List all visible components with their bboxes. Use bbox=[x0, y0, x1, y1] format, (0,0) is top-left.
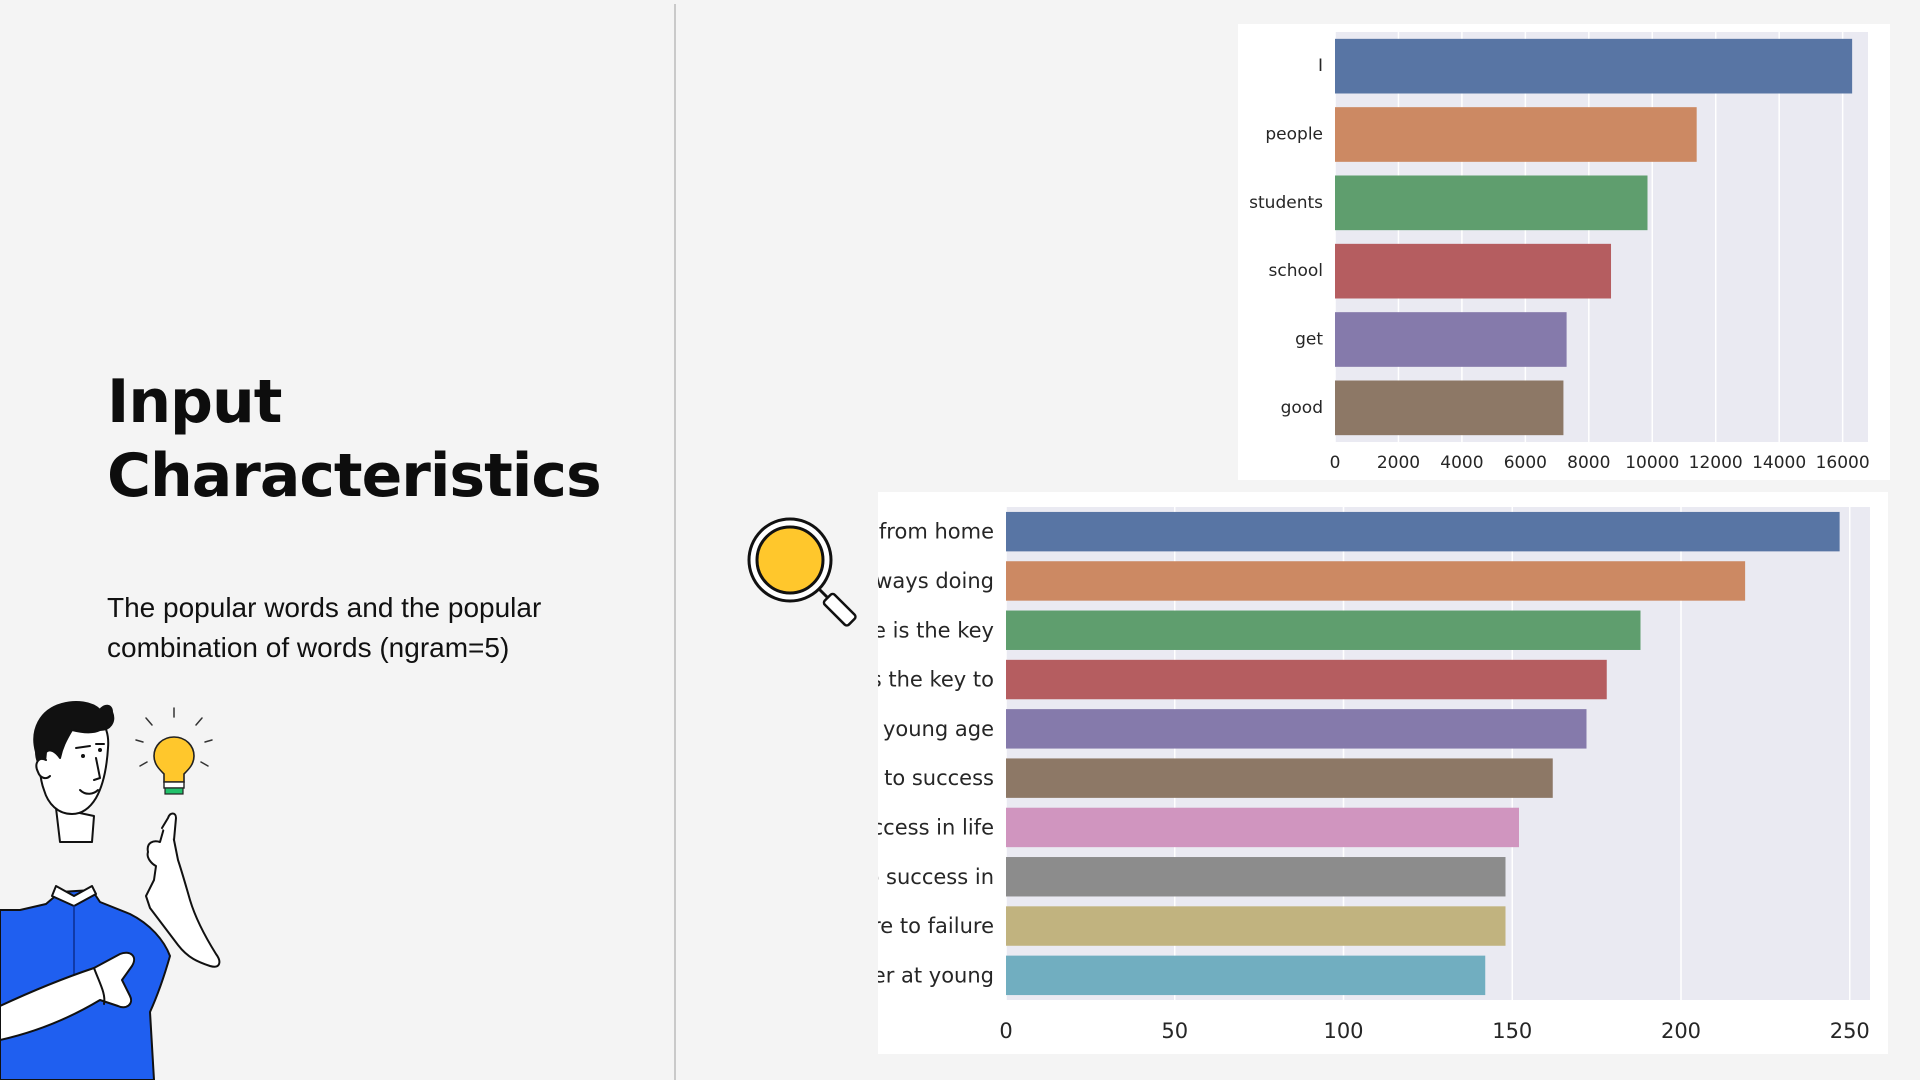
slide-title: Input Characteristics bbox=[107, 365, 602, 513]
category-label: the key to success in bbox=[878, 865, 994, 889]
bar bbox=[1006, 857, 1506, 897]
category-label: people bbox=[1265, 125, 1323, 145]
vertical-divider bbox=[674, 4, 676, 1080]
category-label: to career at young age bbox=[878, 717, 994, 741]
bar bbox=[1006, 511, 1840, 552]
bar bbox=[1006, 610, 1641, 650]
x-tick-label: 6000 bbox=[1504, 453, 1547, 473]
category-label: attitude is the key to bbox=[878, 668, 994, 692]
bar bbox=[1006, 906, 1506, 946]
bar bbox=[1006, 561, 1746, 601]
category-label: school bbox=[1268, 261, 1323, 281]
title-line-1: Input bbox=[107, 367, 282, 437]
category-label: get bbox=[1295, 330, 1323, 350]
category-label: if we are always doing bbox=[878, 569, 994, 593]
x-tick-label: 250 bbox=[1830, 1019, 1870, 1043]
magnifier-icon bbox=[747, 517, 857, 627]
bar bbox=[1335, 380, 1564, 436]
x-tick-label: 200 bbox=[1661, 1019, 1701, 1043]
category-label: positive attitude is the key bbox=[878, 618, 994, 642]
bar bbox=[1006, 659, 1607, 700]
x-tick-label: 10000 bbox=[1625, 453, 1679, 473]
x-tick-label: 14000 bbox=[1752, 453, 1806, 473]
category-label: I bbox=[1318, 56, 1323, 76]
lightbulb-icon bbox=[135, 707, 213, 795]
x-tick-label: 8000 bbox=[1567, 453, 1610, 473]
bar bbox=[1335, 312, 1567, 367]
x-tick-label: 100 bbox=[1323, 1019, 1363, 1043]
category-label: is the key to success bbox=[878, 766, 994, 790]
bar bbox=[1335, 38, 1853, 94]
x-tick-label: 150 bbox=[1492, 1019, 1532, 1043]
bar bbox=[1335, 243, 1612, 299]
x-tick-label: 12000 bbox=[1689, 453, 1743, 473]
title-line-2: Characteristics bbox=[107, 441, 602, 511]
category-label: good bbox=[1281, 398, 1323, 418]
top-words-chart: 0 2000 4000 6000 8000 10000 12000 14000 16000 Ipe… bbox=[1249, 32, 1870, 473]
x-tick-label: 16000 bbox=[1816, 453, 1870, 473]
top-ngrams-chart-panel: 0 50 100 150 200 250 to attend classes from ho… bbox=[693, 492, 1888, 1054]
x-tick-label: 50 bbox=[1161, 1019, 1188, 1043]
bar bbox=[1006, 758, 1553, 798]
x-tick-label: 0 bbox=[999, 1019, 1012, 1043]
slide-description: The popular words and the popular combin… bbox=[107, 592, 542, 663]
person-pointing-illustration bbox=[0, 701, 221, 1080]
x-tick-label: 2000 bbox=[1377, 453, 1420, 473]
bar bbox=[1006, 955, 1486, 996]
category-label: key to success in life bbox=[878, 815, 994, 839]
category-label: to attend classes from home bbox=[878, 520, 994, 544]
top-ngrams-chart: 0 50 100 150 200 250 to attend classes from ho… bbox=[693, 507, 1870, 1043]
bar bbox=[1335, 175, 1648, 231]
category-label: commit to career at young bbox=[878, 963, 994, 987]
category-label: going from failure to failure bbox=[878, 914, 994, 938]
x-tick-label: 0 bbox=[1330, 453, 1341, 473]
x-tick-label: 4000 bbox=[1440, 453, 1483, 473]
bar bbox=[1335, 107, 1697, 162]
category-label: students bbox=[1249, 193, 1323, 213]
bar bbox=[1006, 709, 1587, 749]
bar bbox=[1006, 807, 1519, 848]
